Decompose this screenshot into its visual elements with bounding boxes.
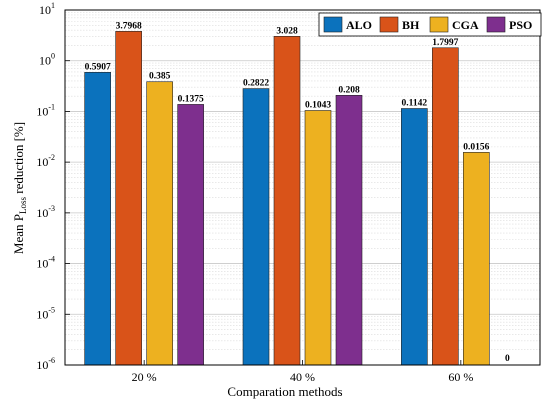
bar-cga: [463, 152, 490, 366]
data-label: 0.5907: [85, 62, 111, 72]
legend-swatch-pso: [486, 16, 506, 33]
y-tick-label: 10-6: [36, 356, 55, 372]
x-tick-label: 20 %: [132, 370, 157, 384]
legend: ALO BH CGA PSO: [318, 12, 542, 37]
data-label: 0.385: [149, 72, 171, 82]
data-label: 0.0156: [463, 142, 489, 152]
legend-label-pso: PSO: [509, 18, 532, 32]
x-axis-title: Comparation methods: [227, 384, 342, 399]
legend-label-cga: CGA: [452, 18, 479, 32]
data-label: 1.7997: [432, 38, 458, 48]
bar-pso: [177, 104, 204, 366]
y-axis-title: Mean PLoss reduction [%]: [11, 122, 28, 254]
y-tick-label-base: 10: [36, 104, 48, 118]
y-tick-label-exponent: -2: [48, 153, 55, 162]
bar-cga: [146, 81, 173, 366]
data-label: 3.7968: [116, 21, 142, 31]
bar-pso: [335, 94, 363, 366]
legend-label-alo: ALO: [346, 18, 372, 32]
legend-swatch-bh: [379, 16, 399, 33]
bar-cga: [304, 110, 332, 366]
data-label: 0: [505, 354, 510, 364]
bars-layer: [84, 31, 490, 366]
y-tick-label: 100: [39, 52, 55, 68]
y-tick-label-exponent: -3: [48, 204, 55, 213]
legend-label-bh: BH: [402, 18, 420, 32]
x-tick-label: 40 %: [290, 370, 315, 384]
bar-alo: [242, 88, 270, 366]
y-axis-title-subscript: Loss: [18, 197, 28, 215]
legend-swatch-cga: [429, 16, 449, 33]
y-tick-label-exponent: -4: [48, 255, 55, 264]
y-tick-label-base: 10: [36, 257, 48, 271]
bar-bh: [273, 36, 301, 366]
y-tick-label-base: 10: [36, 307, 48, 321]
bar-alo: [401, 108, 428, 366]
data-label: 0.208: [338, 85, 360, 95]
y-tick-label-exponent: 1: [51, 1, 55, 10]
y-tick-label-base: 10: [36, 358, 48, 372]
y-tick-label: 10-5: [36, 305, 55, 321]
data-label: 0.2822: [243, 79, 269, 89]
y-tick-label-base: 10: [36, 155, 48, 169]
grid-lines: [65, 9, 540, 366]
y-axis-title-main: Mean P: [11, 214, 26, 254]
y-axis-title-tail: reduction [%]: [11, 122, 26, 197]
bar-bh: [432, 47, 459, 366]
y-tick-label-exponent: -5: [48, 305, 55, 314]
bar-bh: [115, 31, 142, 366]
y-tick-label: 10-4: [36, 255, 55, 271]
y-tick-label-base: 10: [39, 3, 51, 17]
y-tick-label-base: 10: [39, 54, 51, 68]
bar-alo: [84, 72, 111, 366]
y-tick-label-base: 10: [36, 206, 48, 220]
y-tick-label-exponent: -6: [48, 356, 55, 365]
y-tick-label-exponent: -1: [48, 102, 55, 111]
data-label: 0.1043: [305, 101, 331, 111]
y-tick-label: 10-2: [36, 153, 55, 169]
y-tick-label: 10-1: [36, 102, 55, 118]
y-tick-label: 101: [39, 1, 55, 17]
x-ticks-layer: 20 % 40 % 60 %: [132, 360, 473, 384]
data-label: 0.1375: [178, 94, 204, 104]
y-tick-label-exponent: 0: [51, 52, 55, 61]
legend-swatch-alo: [323, 16, 343, 33]
data-label: 0.1142: [402, 99, 428, 109]
y-tick-label: 10-3: [36, 204, 55, 220]
data-label: 3.028: [276, 26, 298, 36]
x-tick-label: 60 %: [448, 370, 473, 384]
data-labels-layer: 0.5907 3.7968 0.385 0.1375 0.2822 3.028 0.1043…: [85, 21, 510, 364]
